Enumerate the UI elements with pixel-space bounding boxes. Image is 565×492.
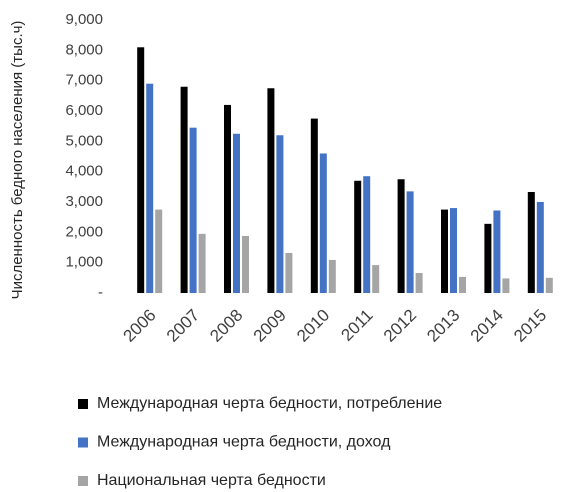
bar (354, 180, 362, 293)
bar (155, 209, 163, 293)
x-tick-label: 2010 (293, 306, 333, 346)
bar (328, 259, 336, 293)
y-tick-label: 3,000 (65, 193, 103, 210)
bar (137, 47, 145, 293)
x-tick-label: 2011 (337, 306, 376, 345)
y-tick-label: 4,000 (65, 163, 103, 180)
x-tick-label: 2012 (380, 306, 420, 346)
y-tick-label: 6,000 (65, 102, 103, 119)
legend-swatch (78, 437, 88, 448)
y-tick-label: 5,000 (65, 132, 103, 149)
y-tick-label: - (98, 284, 103, 301)
bar (363, 176, 371, 293)
bar (459, 276, 466, 293)
bar (441, 209, 448, 293)
bar (450, 208, 457, 293)
bar (545, 277, 553, 293)
bar (146, 83, 154, 293)
x-tick-label: 2014 (467, 306, 507, 346)
x-tick-label: 2015 (510, 306, 550, 346)
bar (242, 235, 249, 293)
bar (372, 265, 380, 293)
x-tick-label: 2009 (250, 306, 290, 346)
x-tick-label: 2013 (423, 306, 463, 346)
bar (406, 191, 414, 293)
bar (536, 202, 544, 293)
y-tick-label: 1,000 (65, 254, 103, 271)
y-axis-label: Численность бедного населения (тыс.ч) (9, 21, 26, 300)
legend-label: Международная черта бедности, потреблени… (97, 395, 442, 412)
bar (415, 272, 423, 293)
bar (310, 118, 318, 293)
x-tick-label: 2007 (163, 306, 203, 346)
y-tick-label: 8,000 (65, 41, 103, 58)
y-tick-label: 9,000 (65, 11, 103, 28)
legend-swatch (78, 399, 88, 409)
bar (267, 88, 275, 293)
bar (484, 223, 492, 293)
bar (224, 104, 231, 293)
legend-label: Международная черта бедности, доход (97, 434, 391, 451)
y-tick-label: 2,000 (65, 223, 103, 240)
bar (502, 278, 510, 293)
bar (285, 252, 293, 293)
bar (180, 86, 188, 293)
bar (493, 210, 501, 293)
bar (233, 133, 240, 293)
bar (198, 233, 206, 293)
bar (397, 179, 405, 293)
bar (276, 135, 284, 293)
y-tick-label: 7,000 (65, 72, 103, 89)
legend-swatch (78, 476, 88, 486)
x-tick-label: 2008 (206, 306, 246, 346)
bar (319, 153, 327, 293)
bar (527, 191, 535, 293)
x-tick-label: 2006 (120, 306, 160, 346)
legend-label: Национальная черта бедности (97, 472, 326, 489)
bar (189, 127, 197, 293)
